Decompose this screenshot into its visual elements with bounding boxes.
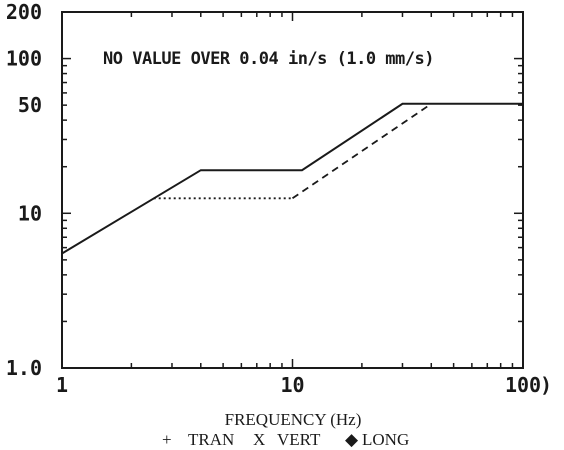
x-axis-ticks (61, 12, 524, 368)
y-tick-label: 100 (6, 47, 42, 71)
legend: + TRAN X VERT ◆ LONG (162, 430, 409, 449)
chart-annotation: NO VALUE OVER 0.04 in/s (1.0 mm/s) (103, 49, 434, 69)
x-axis-title: FREQUENCY (Hz) (225, 410, 362, 429)
series-group (61, 102, 523, 255)
y-axis-ticks (62, 11, 523, 369)
series-line-solid (61, 102, 523, 255)
y-tick-label: 200 (6, 0, 42, 24)
y-tick-label: 10 (18, 201, 42, 225)
legend-tran-symbol: + (162, 430, 172, 449)
legend-long-label: LONG (362, 430, 409, 449)
legend-vert-label: VERT (277, 430, 321, 449)
y-tick-label: 1.0 (6, 356, 42, 380)
x-axis-tick-labels: 1 10 100 (56, 373, 541, 397)
x-tick-label: 10 (280, 373, 304, 397)
x-tick-label: 1 (56, 373, 68, 397)
legend-long-symbol: ◆ (345, 430, 359, 449)
series-line-dashed (291, 103, 432, 200)
x-tick-label: 100 (505, 373, 541, 397)
y-tick-label: 50 (18, 93, 42, 117)
legend-tran-label: TRAN (188, 430, 234, 449)
legend-vert-symbol: X (253, 430, 265, 449)
x-axis-end-marker: ) (540, 373, 552, 397)
y-axis-tick-labels: 1.0 10 50 100 200 (6, 0, 42, 380)
